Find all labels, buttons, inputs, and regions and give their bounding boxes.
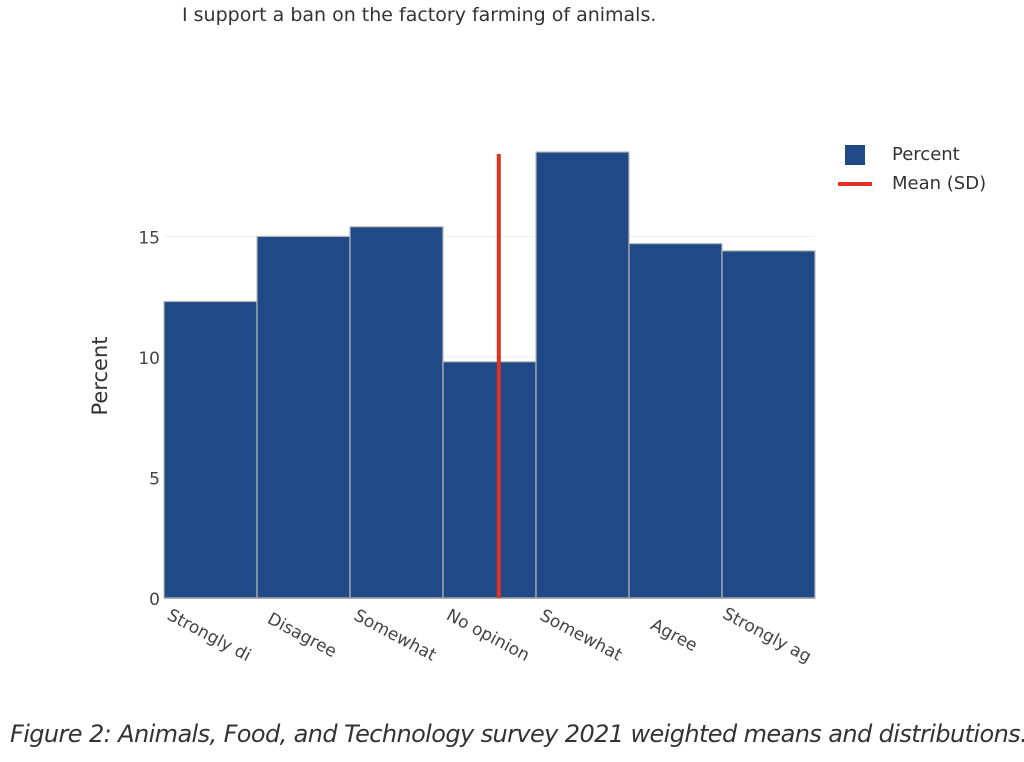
x-tick-label: Somewhat xyxy=(350,606,439,666)
legend-item-mean[interactable]: Mean (SD) xyxy=(838,169,986,198)
bar[interactable] xyxy=(628,243,723,599)
y-tick-label: 0 xyxy=(149,590,160,610)
legend-swatch-bar xyxy=(845,144,865,165)
y-tick-label: 5 xyxy=(149,469,160,489)
x-tick-label: Strongly di xyxy=(164,605,254,666)
x-tick-label: Agree xyxy=(647,615,701,656)
y-axis-label: Percent xyxy=(88,336,112,415)
bar[interactable] xyxy=(442,361,537,599)
bar[interactable] xyxy=(163,300,258,599)
y-tick-label: 10 xyxy=(138,349,160,369)
bar[interactable] xyxy=(256,235,351,599)
bar[interactable] xyxy=(721,250,816,599)
x-tick-label: Strongly ag xyxy=(719,604,814,667)
x-tick-label: No opinion xyxy=(443,605,533,665)
chart-title: I support a ban on the factory farming o… xyxy=(182,4,657,26)
legend-swatch-line xyxy=(838,181,872,186)
x-tick-label: Disagree xyxy=(264,609,340,662)
bar[interactable] xyxy=(349,226,444,599)
x-tick-label: Somewhat xyxy=(536,606,625,666)
figure-caption: Figure 2: Animals, Food, and Technology … xyxy=(10,720,1024,748)
legend: Percent Mean (SD) xyxy=(838,140,986,198)
y-tick-label: 15 xyxy=(138,228,160,248)
bar[interactable] xyxy=(535,151,630,599)
legend-label-percent: Percent xyxy=(892,144,960,165)
bars xyxy=(163,151,816,599)
legend-item-percent[interactable]: Percent xyxy=(838,140,986,169)
legend-label-mean: Mean (SD) xyxy=(892,173,987,194)
